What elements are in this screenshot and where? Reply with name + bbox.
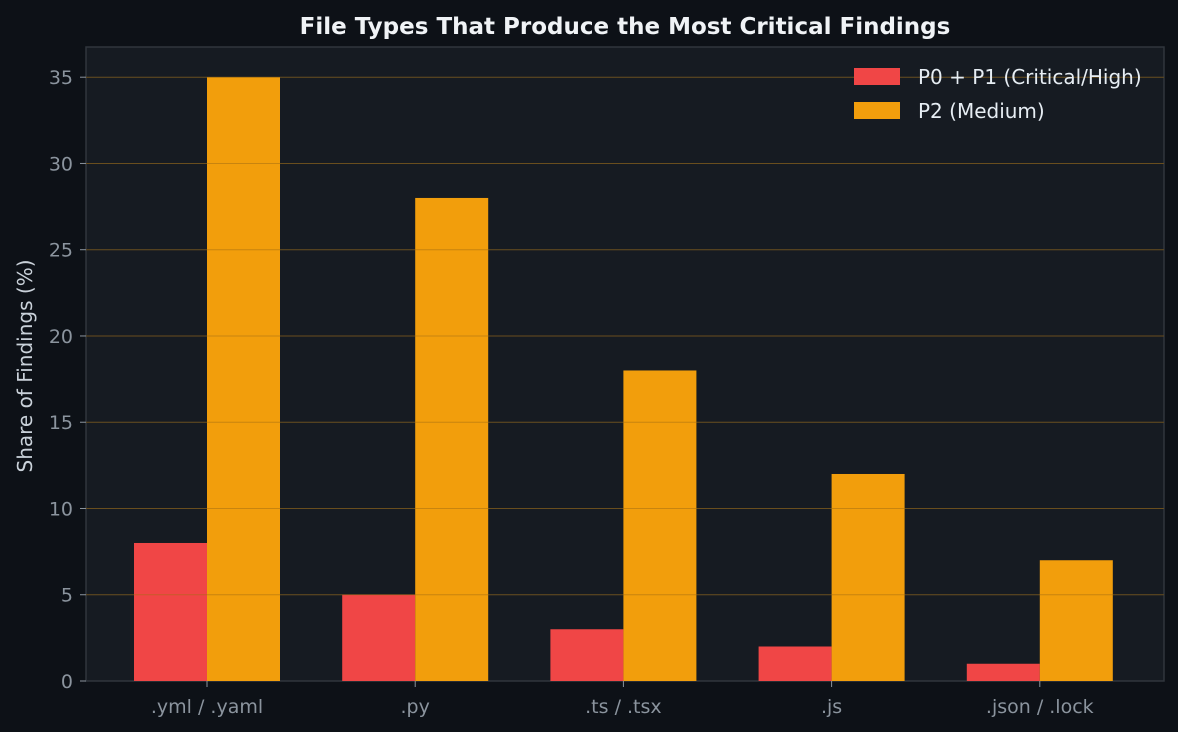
bar-p2-1 bbox=[415, 197, 489, 681]
y-tick-label: 5 bbox=[61, 585, 73, 607]
y-axis-label: Share of Findings (%) bbox=[13, 260, 37, 473]
x-axis-ticks: .yml / .yaml .py .ts / .tsx .js .json / .loc… bbox=[151, 681, 1094, 718]
x-tick-label: .js bbox=[821, 696, 842, 718]
y-tick-label: 30 bbox=[49, 153, 73, 175]
y-tick-label: 15 bbox=[49, 412, 73, 434]
bar-p2-2 bbox=[623, 370, 697, 681]
y-tick-label: 35 bbox=[49, 67, 73, 89]
overlay-grid-lines bbox=[86, 76, 1164, 596]
x-tick-label: .ts / .tsx bbox=[585, 696, 662, 718]
bars bbox=[134, 77, 1113, 681]
y-axis-ticks: 0 5 10 15 20 25 30 35 bbox=[49, 67, 86, 693]
x-tick-label: .py bbox=[401, 696, 430, 718]
bar-p0-p1-0 bbox=[134, 542, 207, 681]
bar-p2-0 bbox=[207, 77, 280, 681]
legend-label-1: P2 (Medium) bbox=[918, 99, 1045, 123]
legend-swatch-0 bbox=[854, 68, 900, 85]
legend: P0 + P1 (Critical/High) P2 (Medium) bbox=[854, 65, 1142, 123]
bar-p0-p1-3 bbox=[758, 646, 832, 681]
legend-label-0: P0 + P1 (Critical/High) bbox=[918, 65, 1142, 89]
bar-p2-4 bbox=[1039, 560, 1113, 681]
bar-p2-3 bbox=[831, 473, 905, 681]
y-tick-label: 10 bbox=[49, 498, 73, 520]
x-tick-label: .yml / .yaml bbox=[151, 696, 263, 718]
y-tick-label: 20 bbox=[49, 326, 73, 348]
legend-swatch-1 bbox=[854, 102, 900, 119]
bar-p0-p1-1 bbox=[342, 594, 416, 681]
bar-p0-p1-2 bbox=[550, 629, 624, 681]
x-tick-label: .json / .lock bbox=[986, 696, 1094, 718]
chart-title: File Types That Produce the Most Critica… bbox=[300, 14, 951, 40]
y-tick-label: 25 bbox=[49, 240, 73, 262]
bar-p0-p1-4 bbox=[966, 663, 1040, 681]
y-tick-label: 0 bbox=[61, 671, 73, 693]
